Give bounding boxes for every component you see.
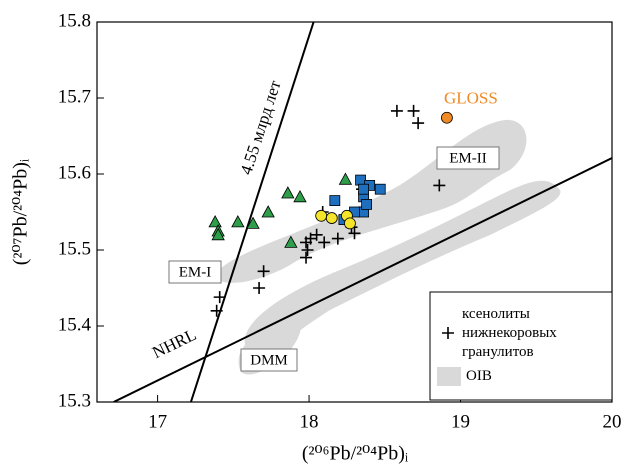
point — [361, 198, 373, 210]
point — [338, 172, 353, 185]
point — [310, 228, 323, 241]
point — [253, 282, 266, 294]
point — [390, 104, 403, 117]
annotation: EM-I — [179, 264, 212, 280]
point — [358, 183, 369, 195]
point — [412, 117, 425, 130]
point — [318, 236, 331, 249]
point — [300, 251, 313, 264]
point — [208, 215, 222, 228]
line-label: 4.55 млрд лет — [236, 77, 284, 176]
point — [293, 189, 307, 203]
point — [374, 183, 386, 195]
point — [281, 186, 295, 199]
point — [257, 265, 270, 278]
point — [211, 227, 225, 241]
y-tick-label: 15.4 — [58, 314, 92, 335]
line-label: NHRL — [149, 325, 199, 362]
x-tick-label: 19 — [451, 411, 470, 432]
point — [231, 215, 245, 228]
point — [325, 212, 338, 224]
reference-line — [189, 22, 315, 402]
point — [261, 205, 275, 218]
point — [348, 227, 361, 240]
point — [433, 179, 446, 192]
point — [246, 216, 260, 229]
legend-label: OIB — [466, 368, 492, 384]
legend-swatch — [437, 367, 461, 386]
point — [284, 235, 298, 248]
legend-marker — [442, 327, 454, 339]
point — [329, 195, 341, 207]
y-tick-label: 15.3 — [58, 390, 91, 411]
point — [440, 111, 453, 124]
annotation: DMM — [250, 352, 288, 368]
y-tick-label: 15.7 — [58, 86, 91, 107]
oib-shape — [244, 180, 561, 354]
y-tick-label: 15.8 — [58, 10, 91, 31]
plot-frame — [96, 21, 613, 403]
point — [355, 174, 366, 186]
annotation-box — [240, 348, 298, 372]
y-axis-label: (²⁰⁷Pb/²⁰⁴Pb)ᵢ — [10, 158, 32, 265]
x-axis-label: (²⁰⁶Pb/²⁰⁴Pb)ᵢ — [302, 443, 409, 465]
point — [210, 304, 223, 317]
y-tick-label: 15.6 — [58, 162, 91, 183]
point — [344, 217, 356, 230]
x-tick-label: 18 — [300, 411, 319, 432]
x-tick-label: 20 — [603, 411, 622, 432]
annotation-box — [436, 146, 500, 170]
point — [331, 232, 344, 245]
annotation: EM-II — [449, 150, 487, 166]
point — [213, 291, 226, 304]
point — [301, 244, 314, 256]
y-tick-label: 15.5 — [58, 238, 91, 259]
point — [304, 232, 317, 245]
point — [407, 104, 420, 117]
annotation-box — [168, 260, 222, 284]
point — [315, 209, 328, 222]
reference-line — [113, 157, 612, 402]
x-tick-label: 17 — [148, 411, 167, 432]
legend-label: ксенолиты нижнекоровых гранулитов — [462, 306, 557, 360]
point-label: GLOSS — [444, 89, 498, 108]
